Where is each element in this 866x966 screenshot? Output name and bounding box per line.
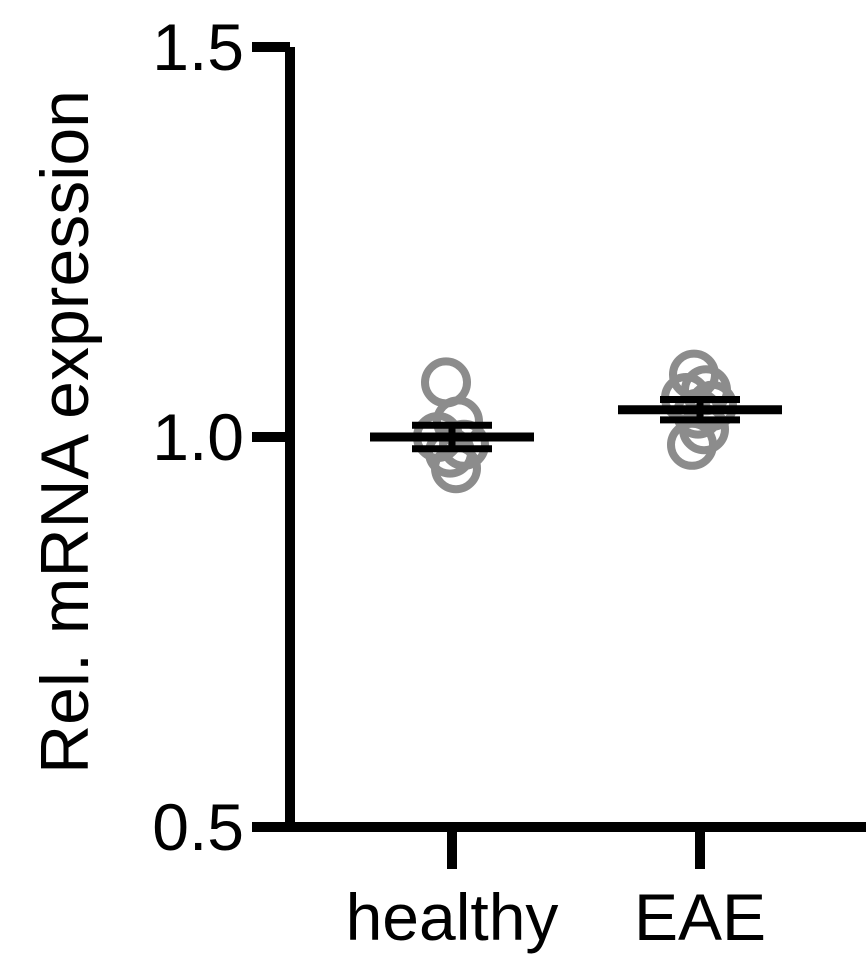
y-axis-ticks: 0.5 1.0 1.5 [152,10,290,864]
x-tick-label-healthy: healthy [346,880,559,954]
mean-sem-markers [370,396,782,453]
x-axis-ticks: healthy EAE [346,827,766,954]
y-tick-label: 1.5 [152,10,244,84]
y-axis-label: Rel. mRNA expression [27,90,103,774]
x-tick-label-eae: EAE [634,880,766,954]
y-tick-label: 1.0 [152,400,244,474]
data-point [667,419,717,470]
y-tick-label: 0.5 [152,790,244,864]
